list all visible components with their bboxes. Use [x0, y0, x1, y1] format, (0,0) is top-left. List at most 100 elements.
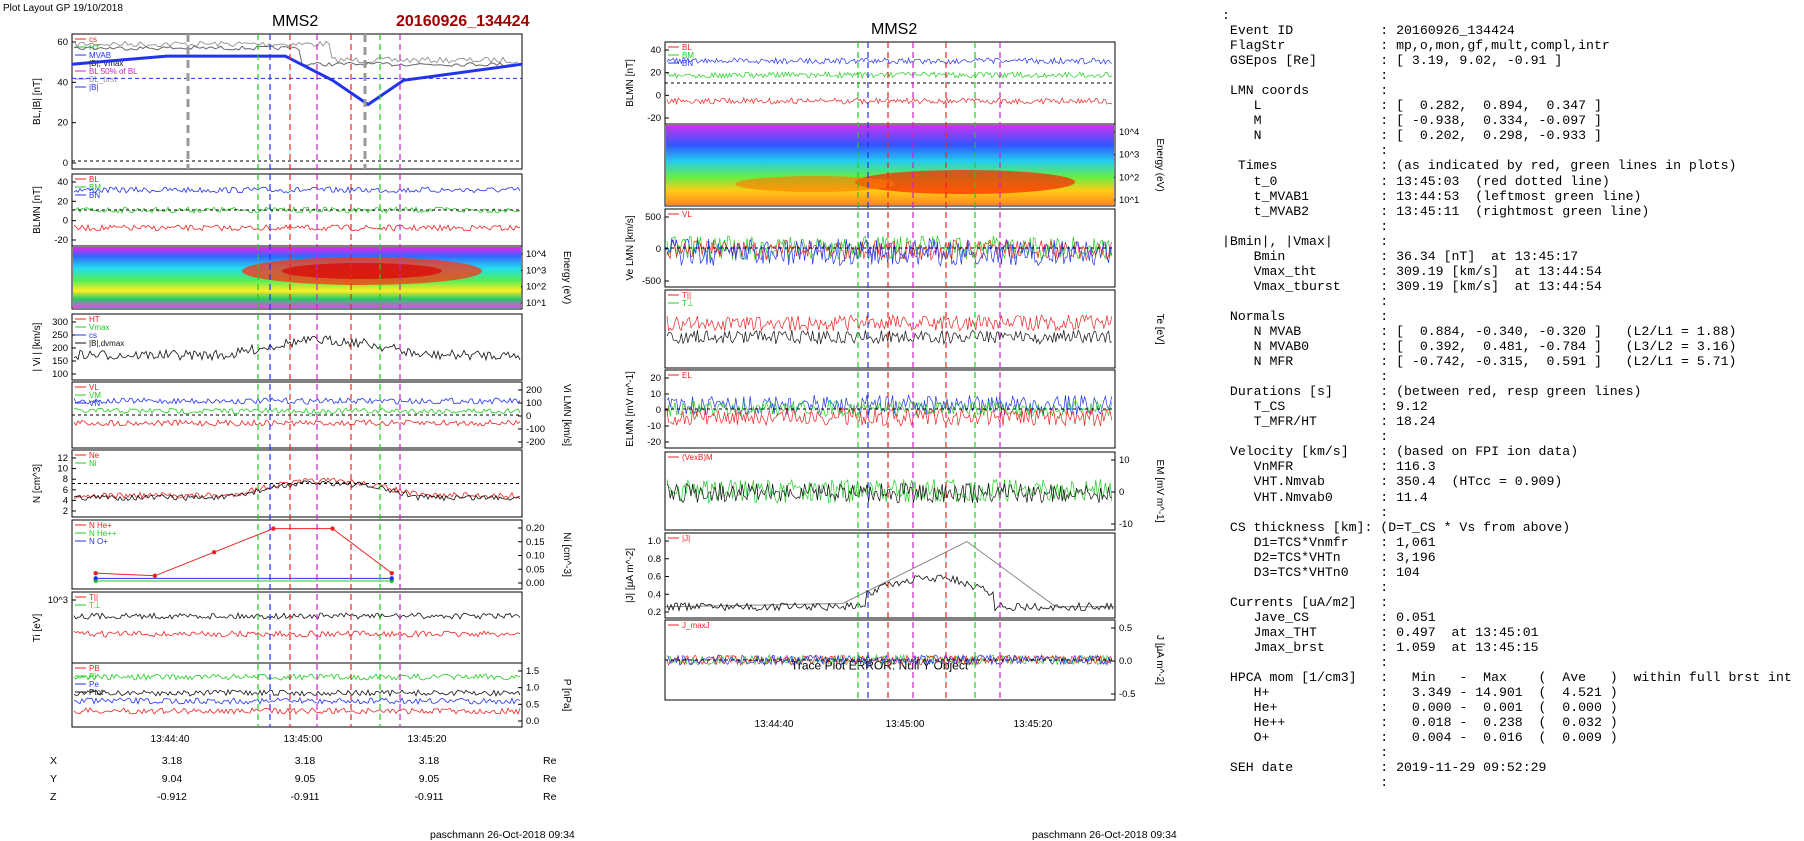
panel-frame [664, 532, 1116, 619]
series-line [73, 688, 521, 697]
y-tick-label: 12 [57, 453, 68, 464]
y-axis-label: |J| [µA m^-2] [625, 548, 636, 603]
y-tick-label: -20 [647, 113, 661, 124]
y-axis-label-right: Vi LMN [km/s] [561, 384, 572, 446]
series-line [666, 237, 1113, 267]
series-line [666, 653, 1113, 667]
pos-row-y-val: 9.05 [295, 773, 316, 785]
legend-entry: VL [682, 210, 692, 219]
y-tick-label: 0.2 [648, 607, 661, 618]
legend-entry: BM [682, 51, 694, 60]
series-bl [71, 54, 523, 107]
data-point [389, 576, 394, 581]
panel-frame [71, 519, 523, 590]
panel-7: 10^3 Ti [eV] T||T⊥ [32, 591, 523, 665]
legend-entry: BL [682, 43, 692, 52]
y-tick-label-right: 0 [526, 411, 531, 422]
pos-row-x-unit: Re [543, 755, 557, 767]
legend-entry: cs [89, 331, 97, 340]
legend-entry: MVAB [89, 51, 111, 60]
series-btot [73, 40, 519, 65]
x-tick-label: 13:45:00 [886, 719, 925, 730]
y-tick-label: 10 [57, 464, 68, 475]
series-line [666, 478, 1113, 505]
y-tick-label: 4 [63, 495, 68, 506]
y-tick-label: 20 [57, 196, 68, 207]
y-axis-label: Ve LMN [km/s] [625, 215, 636, 280]
series-line [666, 329, 1112, 346]
layout-label: Plot Layout GP 19/10/2018 [3, 3, 123, 14]
series-line [73, 707, 521, 715]
y-tick-label-right: -0.5 [1119, 689, 1135, 700]
y-tick-label-right: 10^4 [526, 249, 546, 260]
legend-entry: (VexB)M [682, 453, 713, 462]
pos-row-z-label: Z [50, 791, 57, 803]
panel-frame [71, 33, 523, 170]
y-tick-label: 0.8 [648, 554, 661, 565]
y-axis-label-right: Energy (eV) [1154, 138, 1165, 191]
panel-frame [71, 591, 523, 665]
y-tick-label-right: 10 [1119, 455, 1130, 466]
y-tick-label: 150 [52, 356, 68, 367]
series-line [73, 629, 521, 638]
spectrogram-core [282, 263, 442, 279]
legend-entry: BN [89, 191, 100, 200]
y-axis-label: BLMN [nT] [32, 186, 43, 234]
left-plot-title: MMS2 [272, 13, 318, 30]
y-tick-label: 10 [650, 389, 661, 400]
y-tick-label-right: 10^2 [526, 282, 546, 293]
y-tick-label-right: 10^3 [1119, 150, 1139, 161]
y-axis-label: BLMN [nT] [625, 59, 636, 107]
y-tick-label-right: 10^4 [1119, 127, 1139, 138]
legend-entry: |B| [89, 83, 99, 92]
y-tick-label-right: 10^3 [526, 265, 546, 276]
event-summary-text: : Event ID : 20160926_134424 FlagStr : m… [1222, 8, 1792, 791]
y-tick-label: 10^3 [48, 595, 68, 606]
y-axis-label-right: EM [mV m^-1] [1154, 459, 1165, 522]
y-axis-label-right: Te [eV] [1154, 313, 1165, 344]
legend-entry: EL [682, 371, 692, 380]
spectrogram-warm-band [735, 176, 895, 192]
pos-row-y-val: 9.04 [162, 773, 183, 785]
y-tick-label: 20 [650, 68, 661, 79]
series-nhe++ [95, 528, 393, 577]
series-line [666, 70, 1113, 80]
panel-frame [664, 289, 1116, 369]
y-tick-label-right: 10^1 [526, 298, 546, 309]
y-tick-label-right: 0.0 [526, 716, 539, 727]
legend-entry: N O+ [89, 537, 108, 546]
spectrogram [666, 125, 1114, 205]
y-tick-label-right: 10^2 [1119, 172, 1139, 183]
y-axis-label: | Vi | [km/s] [32, 322, 43, 371]
data-point [211, 549, 217, 555]
series-line [73, 185, 521, 195]
mid-plot-title: MMS2 [871, 21, 917, 38]
pos-row-y-unit: Re [543, 773, 557, 785]
y-axis-label: BL,|B| [nT] [32, 78, 43, 125]
legend-entry: Ptot [89, 688, 104, 697]
pos-row-z-val: -0.911 [415, 791, 444, 803]
legend-entry: VL [89, 383, 99, 392]
y-tick-label-right: 100 [526, 398, 542, 409]
y-tick-label-right: -100 [526, 424, 545, 435]
y-tick-label: 0 [656, 90, 661, 101]
panel-6: 0.20 0.15 0.10 0.05 0.00 Ni [cm^-3] N He+N He+… [71, 519, 572, 590]
y-tick-label-right: 0.05 [526, 564, 545, 575]
y-tick-label-right: 200 [526, 385, 542, 396]
position-table: X 3.18 3.18 3.18 Re Y 9.04 9.05 9.05 Re … [50, 755, 557, 803]
legend-entry: T⊥ [89, 601, 101, 610]
y-tick-label: 40 [57, 177, 68, 188]
series-line [666, 653, 1113, 667]
left-x-axis-ticks: 13:44:40 13:45:00 13:45:20 [151, 734, 447, 745]
legend-entry: BL_brst [89, 75, 117, 84]
series-line [73, 611, 521, 620]
series-line [666, 653, 1113, 667]
series-j-envelope [664, 541, 1115, 608]
series-line [73, 407, 521, 415]
y-tick-label: 0 [656, 405, 661, 416]
